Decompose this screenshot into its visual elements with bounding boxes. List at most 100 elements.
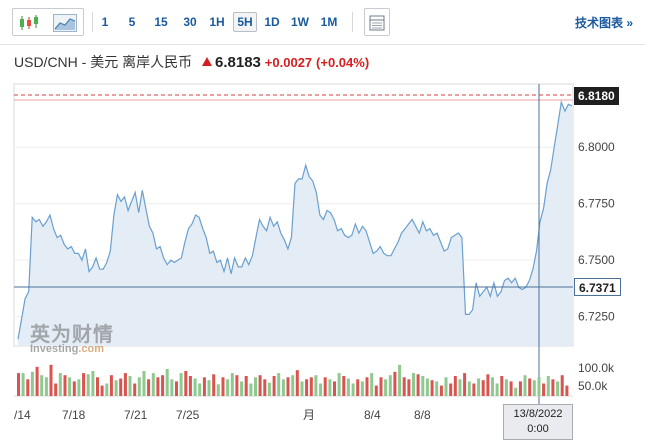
- y-tick-label: 6.7750: [578, 197, 615, 211]
- volume-bar: [263, 379, 267, 396]
- volume-bar: [356, 379, 360, 396]
- volume-bar: [221, 377, 225, 397]
- instrument-name: USD/CNH - 美元 离岸人民币: [14, 54, 193, 70]
- watermark-brand-en: Investing.com: [30, 343, 114, 355]
- interval-1d-button[interactable]: 1D: [264, 15, 280, 29]
- volume-bar: [267, 382, 271, 396]
- volume-bar: [402, 377, 406, 397]
- volume-bar: [142, 371, 146, 396]
- y-axis: 6.8000 6.7750 6.7500 6.7250 100.0k 50.0k: [578, 140, 615, 393]
- volume-bar: [175, 381, 178, 396]
- volume-bar: [314, 375, 318, 396]
- volume-bar: [105, 383, 109, 396]
- volume-bar: [435, 381, 439, 396]
- volume-bar: [249, 383, 253, 396]
- volume-bar: [91, 371, 95, 396]
- volume-bar: [398, 364, 402, 397]
- volume-bar: [17, 373, 20, 396]
- price-change-percent: (+0.04%): [316, 55, 370, 70]
- volume-bar: [425, 378, 429, 396]
- volume-bar: [137, 377, 141, 397]
- interval-5-button[interactable]: 5: [128, 15, 136, 29]
- volume-bar: [384, 379, 388, 396]
- volume-bar: [188, 376, 192, 396]
- volume-bar: [100, 385, 104, 396]
- volume-bar: [40, 375, 44, 396]
- volume-bar: [565, 385, 569, 396]
- volume-bar: [212, 374, 216, 396]
- technical-chart-link[interactable]: 技术图表 »: [574, 16, 633, 30]
- volume-bar: [486, 374, 490, 396]
- volume-bar: [472, 383, 476, 396]
- investing-watermark: 英为财情 Investing.com: [30, 318, 114, 355]
- volume-bar: [370, 373, 374, 396]
- x-axis: /14 7/18 7/21 7/25 月 8/4 8/8: [14, 408, 431, 422]
- x-tick-label: 8/4: [364, 408, 381, 422]
- volume-bar: [556, 381, 560, 396]
- volume-bar: [123, 373, 127, 396]
- volume-tick-label: 50.0k: [578, 379, 608, 393]
- volume-bar: [416, 374, 420, 396]
- volume-bar: [421, 376, 425, 396]
- volume-bar: [156, 377, 160, 397]
- volume-bar: [258, 375, 262, 396]
- interval-30-button[interactable]: 30: [183, 15, 197, 29]
- volume-bar: [360, 381, 364, 396]
- volume-bar: [342, 376, 346, 396]
- last-price: 6.8183: [215, 54, 261, 71]
- volume-bar: [393, 371, 397, 396]
- crosshair-date: 13/8/2022: [513, 408, 563, 420]
- x-tick-label: 月: [303, 408, 315, 422]
- interval-15-button[interactable]: 15: [154, 15, 168, 29]
- volume-bar: [337, 373, 341, 396]
- volume-bar: [430, 380, 434, 396]
- volume-bar: [467, 381, 471, 396]
- volume-bar: [68, 377, 72, 397]
- x-tick-label: 7/18: [62, 408, 86, 422]
- volume-bar: [523, 375, 527, 396]
- price-change: +0.0027: [264, 55, 313, 70]
- volume-bar: [509, 381, 513, 396]
- area-chart-icon[interactable]: [53, 14, 77, 32]
- volume-bar: [295, 370, 299, 396]
- volume-bar: [216, 384, 220, 396]
- volume-bar: [72, 381, 76, 396]
- interval-5h-button[interactable]: 5H: [233, 12, 257, 32]
- x-tick-label: /14: [14, 408, 31, 422]
- volume-bar: [346, 378, 350, 396]
- volume-bar: [412, 373, 415, 396]
- volume-bar: [202, 377, 206, 397]
- volume-bar: [537, 377, 541, 397]
- interval-1m-button[interactable]: 1M: [320, 15, 338, 29]
- volume-bar: [333, 381, 336, 396]
- interval-1w-button[interactable]: 1W: [291, 15, 309, 29]
- volume-bar: [463, 373, 467, 396]
- settings-group: [364, 8, 390, 36]
- interval-1h-button[interactable]: 1H: [209, 15, 225, 29]
- volume-bar: [230, 373, 234, 396]
- x-tick-label: 7/25: [176, 408, 200, 422]
- volume-bar: [77, 379, 81, 396]
- volume-tick-label: 100.0k: [578, 361, 615, 375]
- volume-bar: [21, 373, 25, 396]
- volume-bar: [518, 381, 522, 396]
- y-tick-label: 6.7500: [578, 253, 615, 267]
- volume-bars: [17, 364, 569, 397]
- price-line: [17, 99, 573, 340]
- volume-bar: [551, 379, 555, 396]
- volume-bar: [207, 380, 211, 396]
- interval-1-button[interactable]: 1: [101, 15, 109, 29]
- volume-bar: [351, 383, 355, 396]
- crosshair-price-label: 6.7371: [574, 278, 621, 296]
- volume-bar: [82, 373, 86, 396]
- chart-toolbar: 1 5 15 30 1H 5H 1D 1W 1M 技术图表 »: [0, 0, 645, 44]
- current-price-label: 6.8180: [574, 87, 619, 105]
- volume-bar: [300, 381, 304, 396]
- table-view-icon[interactable]: [367, 14, 387, 32]
- volume-bar: [96, 377, 99, 397]
- candlestick-icon[interactable]: [17, 14, 41, 32]
- volume-bar: [193, 378, 197, 396]
- volume-bar: [161, 375, 165, 396]
- toolbar-separator: [92, 12, 93, 32]
